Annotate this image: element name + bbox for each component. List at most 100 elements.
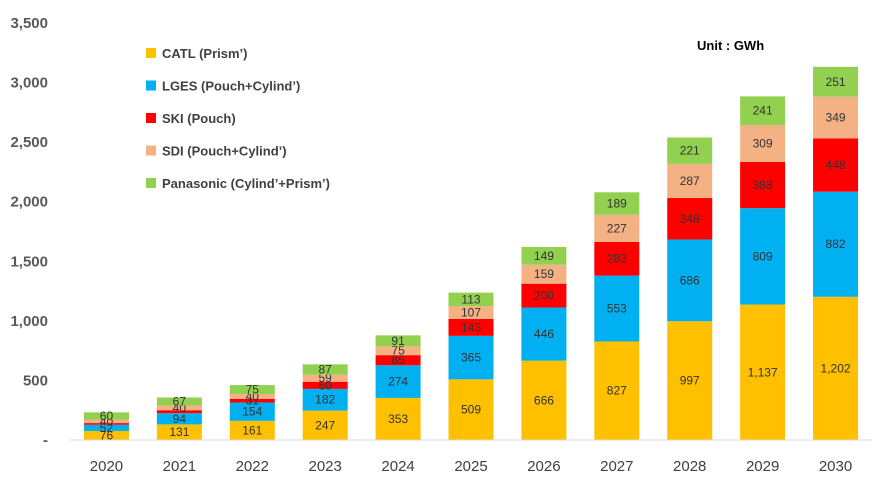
data-label: 75 bbox=[246, 383, 260, 397]
data-label: 60 bbox=[100, 409, 114, 423]
bar-segment bbox=[813, 96, 859, 139]
legend-swatch bbox=[146, 48, 156, 58]
bar-segment bbox=[375, 365, 421, 398]
x-tick-label: 2025 bbox=[454, 458, 487, 475]
data-label: 87 bbox=[319, 363, 333, 377]
x-tick-label: 2027 bbox=[600, 458, 633, 475]
bar-segment bbox=[83, 424, 129, 431]
y-tick-label: 2,500 bbox=[10, 134, 48, 151]
bar-segment bbox=[740, 304, 786, 440]
x-tick-label: 2028 bbox=[673, 458, 706, 475]
data-label: 827 bbox=[607, 384, 627, 398]
data-label: 365 bbox=[461, 351, 481, 365]
bar-segment bbox=[448, 292, 494, 307]
data-label: 67 bbox=[173, 394, 187, 408]
x-tick-label: 2022 bbox=[236, 458, 269, 475]
x-axis: 2020 2021 2022 2023 2024 2025 2026 2027 2028 2029… bbox=[70, 439, 872, 475]
data-label: 76 bbox=[100, 428, 114, 442]
bar-segment bbox=[448, 335, 494, 380]
bar-segment bbox=[594, 192, 640, 215]
x-tick-label: 2030 bbox=[819, 458, 852, 475]
legend-entry: LGES (Pouch+Cylind’) bbox=[162, 79, 300, 94]
data-label: 241 bbox=[753, 104, 773, 118]
bar-segment bbox=[740, 125, 786, 162]
bar-segment bbox=[302, 388, 348, 411]
bar-segment bbox=[448, 318, 494, 336]
bar-segment bbox=[229, 398, 275, 403]
x-tick-label: 2021 bbox=[163, 458, 196, 475]
data-label: 309 bbox=[753, 137, 773, 151]
data-label: 75 bbox=[391, 344, 405, 358]
bar-segment bbox=[813, 296, 859, 440]
bar-segment bbox=[594, 214, 640, 242]
bar-segment bbox=[594, 341, 640, 440]
data-label: 149 bbox=[534, 249, 554, 263]
bar-segment bbox=[229, 402, 275, 421]
legend-swatch bbox=[146, 113, 156, 123]
bar-segment bbox=[813, 138, 859, 192]
legend-entry: CATL (Prism’) bbox=[162, 46, 247, 61]
bar-segment bbox=[375, 335, 421, 347]
bar-segment bbox=[521, 307, 567, 361]
bar-segment bbox=[667, 239, 713, 322]
x-tick-label: 2029 bbox=[746, 458, 779, 475]
bar-segment bbox=[375, 397, 421, 440]
x-tick-label: 2026 bbox=[527, 458, 560, 475]
data-label: 159 bbox=[534, 267, 554, 281]
bar-segment bbox=[375, 346, 421, 356]
y-tick-label: 3,000 bbox=[10, 75, 48, 92]
data-label: 666 bbox=[534, 393, 554, 407]
bar-segment bbox=[813, 66, 859, 97]
data-label: 182 bbox=[315, 393, 335, 407]
bar-segment bbox=[229, 385, 275, 395]
bar-segment bbox=[83, 412, 129, 420]
unit-label: Unit : GWh bbox=[697, 38, 764, 53]
data-label: 1,202 bbox=[821, 361, 851, 375]
bar-segment bbox=[667, 163, 713, 199]
y-tick-label: - bbox=[43, 432, 48, 449]
bar-segment bbox=[521, 246, 567, 265]
bar-segment bbox=[740, 96, 786, 126]
data-label: 388 bbox=[753, 178, 773, 192]
bar-segment bbox=[594, 241, 640, 276]
data-label: 161 bbox=[242, 423, 262, 437]
bar-segment bbox=[156, 424, 202, 440]
bar-segment bbox=[521, 360, 567, 440]
legend: CATL (Prism’) LGES (Pouch+Cylind’) SKI (Po… bbox=[146, 46, 330, 191]
bar-segment bbox=[740, 161, 786, 209]
bar-segment bbox=[229, 420, 275, 440]
bar-segment bbox=[83, 423, 129, 425]
data-label: 283 bbox=[607, 252, 627, 266]
bar-segment bbox=[448, 379, 494, 440]
data-label: 686 bbox=[680, 273, 700, 287]
data-label: 349 bbox=[826, 111, 846, 125]
legend-entry: Panasonic (Cylind’+Prism’) bbox=[162, 176, 330, 191]
data-label: 189 bbox=[607, 197, 627, 211]
data-label: 131 bbox=[169, 425, 189, 439]
bar-segment bbox=[229, 394, 275, 399]
y-tick-label: 500 bbox=[23, 372, 48, 389]
data-label: 221 bbox=[680, 144, 700, 158]
bar-segment bbox=[740, 208, 786, 305]
y-tick-label: 3,500 bbox=[10, 15, 48, 32]
bar-segment bbox=[156, 397, 202, 406]
data-label: 247 bbox=[315, 418, 335, 432]
bar-segment bbox=[302, 364, 348, 375]
x-tick-label: 2024 bbox=[381, 458, 414, 475]
y-tick-label: 1,500 bbox=[10, 253, 48, 270]
data-label: 509 bbox=[461, 403, 481, 417]
bar-segment bbox=[521, 283, 567, 308]
y-tick-label: 1,000 bbox=[10, 313, 48, 330]
bar-segment bbox=[448, 306, 494, 319]
data-label: 91 bbox=[391, 334, 405, 348]
data-label: 227 bbox=[607, 221, 627, 235]
legend-swatch bbox=[146, 178, 156, 188]
legend-entry: SDI (Pouch+Cylind’) bbox=[162, 144, 287, 159]
data-label: 59 bbox=[319, 371, 333, 385]
data-label: 553 bbox=[607, 302, 627, 316]
data-label: 107 bbox=[461, 305, 481, 319]
plot-area: 7652406013194406716115431407524718260598… bbox=[83, 66, 859, 442]
y-axis: - 500 1,000 1,500 2,000 2,500 3,000 3,500 bbox=[10, 15, 48, 449]
bar-segment bbox=[667, 321, 713, 440]
